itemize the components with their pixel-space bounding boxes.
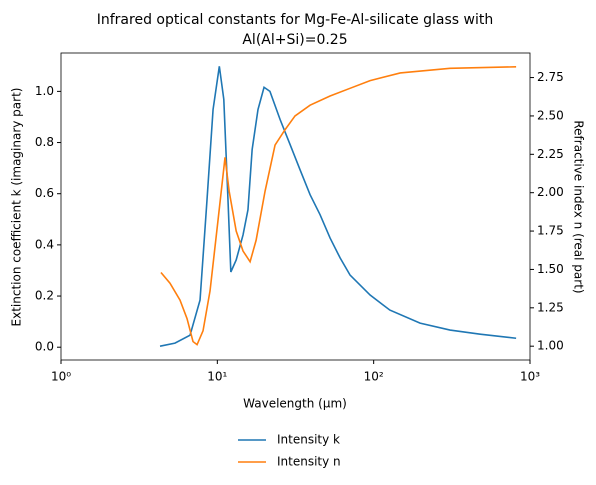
- y-tick-label: 0.2: [35, 289, 54, 303]
- y-tick-label: 1.0: [35, 84, 54, 98]
- y-tick-label: 0.6: [35, 186, 54, 200]
- data-line: [159, 66, 517, 347]
- x-tick-label: 10⁰: [51, 370, 71, 384]
- x-axis-label: Wavelength (μm): [243, 397, 347, 411]
- y2-tick-label: 2.00: [537, 185, 564, 199]
- y2-tick-label: 1.25: [537, 300, 564, 314]
- x-tick-label: 10²: [364, 370, 384, 384]
- plot-frame: [60, 52, 531, 361]
- x-tick-label: 10³: [520, 370, 540, 384]
- y2-tick-label: 2.50: [537, 108, 564, 122]
- x-tick-label: 10¹: [207, 370, 227, 384]
- y-axis-label: Extinction coefficient k (imaginary part…: [10, 88, 24, 327]
- data-line: [160, 66, 517, 346]
- legend-label: Intensity n: [277, 455, 341, 469]
- y2-tick-label: 1.75: [537, 224, 564, 238]
- y2-tick-label: 2.75: [537, 70, 564, 84]
- y-tick-label: 0.4: [35, 237, 54, 251]
- chart-title: Infrared optical constants for Mg-Fe-Al-…: [97, 12, 493, 28]
- y-tick-label: 0.8: [35, 135, 54, 149]
- y-tick-label: 0.0: [35, 340, 54, 354]
- y2-tick-label: 2.25: [537, 147, 564, 161]
- y2-tick-label: 1.00: [537, 339, 564, 353]
- y2-axis-label: Refractive index n (real part): [572, 120, 586, 293]
- chart-title: Al(Al+Si)=0.25: [242, 32, 347, 48]
- y2-tick-label: 1.50: [537, 262, 564, 276]
- legend-label: Intensity k: [277, 433, 340, 447]
